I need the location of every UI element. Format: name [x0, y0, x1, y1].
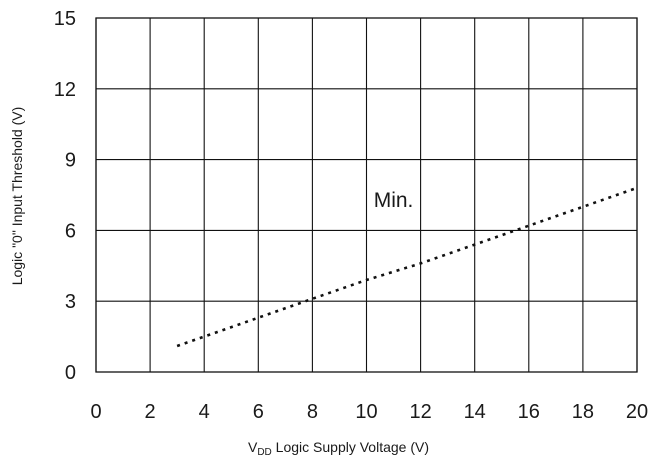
y-tick-label: 0 — [65, 362, 76, 384]
x-tick-label: 8 — [307, 401, 318, 423]
x-tick-label: 14 — [464, 401, 486, 423]
series-min-line — [176, 186, 638, 348]
x-tick-label: 16 — [518, 401, 540, 423]
x-tick-label: 0 — [90, 401, 101, 423]
x-tick-label: 18 — [572, 401, 594, 423]
x-axis-label-subscript: DD — [257, 447, 271, 458]
y-axis-label: Logic "0" Input Threshold (V) — [9, 107, 25, 286]
grid — [95, 17, 638, 373]
series-layer — [176, 186, 638, 348]
y-tick-label: 3 — [65, 291, 76, 313]
y-tick-label: 9 — [65, 150, 76, 172]
y-tick-label: 6 — [65, 220, 76, 242]
x-tick-label: 4 — [199, 401, 210, 423]
plot-frame — [95, 17, 638, 373]
annotation-min: Min. — [374, 189, 414, 212]
annotations: Min. — [374, 189, 414, 212]
x-axis-label-rest: Logic Supply Voltage (V) — [272, 439, 429, 455]
x-tick-label: 20 — [626, 401, 648, 423]
x-tick-label: 6 — [253, 401, 264, 423]
x-tick-label: 2 — [145, 401, 156, 423]
y-tick-label: 12 — [54, 79, 76, 101]
x-tick-label: 12 — [409, 401, 431, 423]
x-tick-labels: 0 2 4 6 8 10 12 14 16 18 20 — [90, 401, 648, 423]
y-tick-labels: 0 3 6 9 12 15 — [54, 8, 76, 384]
y-tick-label: 15 — [54, 8, 76, 30]
x-tick-label: 10 — [355, 401, 377, 423]
x-axis-label: VDD Logic Supply Voltage (V) — [248, 439, 429, 458]
x-axis-label-main: V — [248, 439, 258, 455]
